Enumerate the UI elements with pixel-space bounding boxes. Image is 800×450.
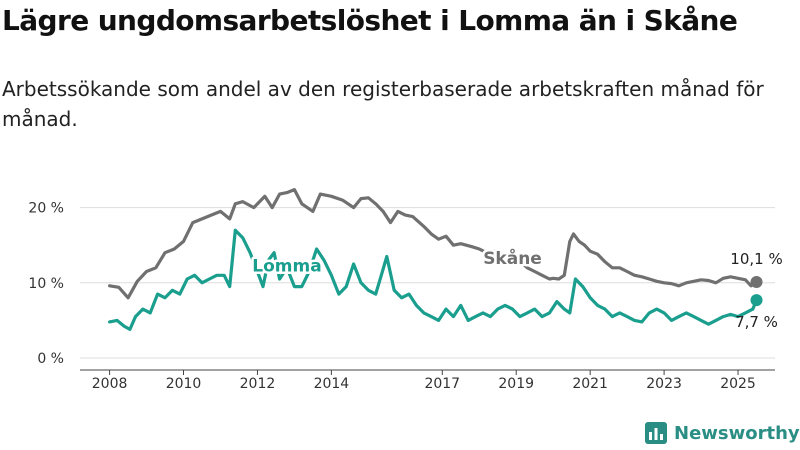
brand-name: Newsworthy xyxy=(674,422,800,444)
x-tick-label: 2017 xyxy=(424,376,460,392)
newsworthy-brand: Newsworthy xyxy=(644,420,800,446)
end-value-label-sk-ne: 10,1 % xyxy=(730,250,782,268)
series-label-lomma: Lomma xyxy=(252,257,321,277)
y-axis: 0 % 10 % 20 % xyxy=(28,201,64,367)
line-chart: 0 % 10 % 20 % 2008 2010 2012 2014 2017 2019 2021… xyxy=(28,188,783,392)
series-label-halo-sk-ne: Skåne xyxy=(483,247,542,269)
chart-subtitle: Arbetssökande som andel av den registerb… xyxy=(2,77,764,131)
x-tick-label: 2014 xyxy=(314,376,350,392)
y-tick-label: 10 % xyxy=(28,276,64,292)
y-tick-label: 0 % xyxy=(37,351,64,367)
y-tick-label: 20 % xyxy=(28,201,64,217)
x-axis: 2008 2010 2012 2014 2017 2019 2021 2023 2025 xyxy=(80,369,775,392)
x-tick-label: 2012 xyxy=(240,376,276,392)
series-lines xyxy=(108,188,763,331)
series-line-sk-ne xyxy=(108,188,759,300)
x-tick-label: 2023 xyxy=(646,376,682,392)
end-value-label-lomma: 7,7 % xyxy=(735,313,778,331)
x-tick-label: 2019 xyxy=(498,376,534,392)
series-line-lomma xyxy=(108,228,759,331)
x-tick-label: 2021 xyxy=(572,376,608,392)
chart-title: Lägre ungdomsarbetslöshet i Lomma än i S… xyxy=(2,4,738,37)
series-label-halo-lomma: Lomma xyxy=(252,257,321,277)
series-label-sk-ne: Skåne xyxy=(483,247,542,269)
x-tick-label: 2008 xyxy=(92,376,128,392)
x-tick-label: 2025 xyxy=(720,376,756,392)
newsworthy-logo-icon xyxy=(645,422,667,444)
x-tick-label: 2010 xyxy=(166,376,202,392)
end-point-lomma xyxy=(750,294,763,307)
end-point-sk-ne xyxy=(750,276,763,289)
